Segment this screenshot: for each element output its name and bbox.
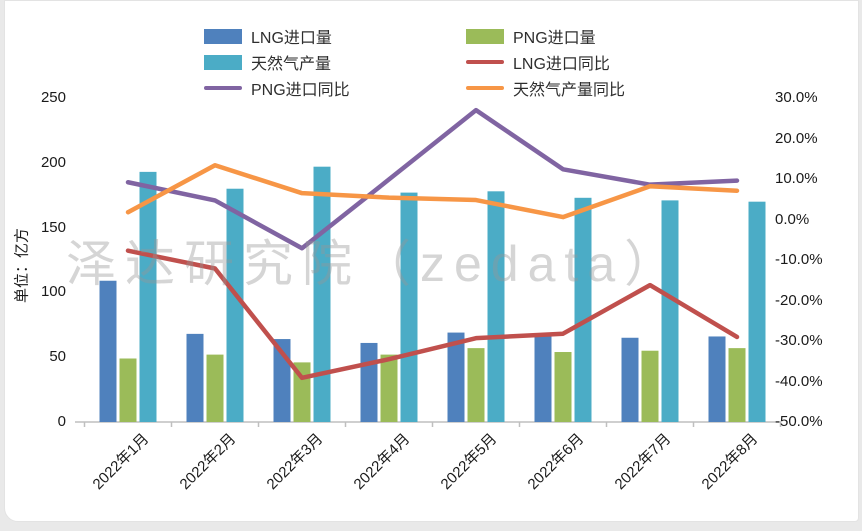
right-axis-tick: -30.0% xyxy=(775,332,823,349)
y-axis-tick: 50 xyxy=(49,348,66,366)
right-axis-tick: 10.0% xyxy=(775,170,818,187)
y-axis-tick: 0 xyxy=(57,413,66,430)
bar xyxy=(641,350,659,422)
legend-label: PNG进口量 xyxy=(513,30,596,47)
legend-line-swatch-icon xyxy=(466,86,504,90)
bar xyxy=(226,188,244,422)
bar xyxy=(447,332,465,422)
right-axis-tick: 30.0% xyxy=(775,89,818,106)
legend-line-swatch-icon xyxy=(466,60,504,64)
legend-item: 天然气产量同比 xyxy=(466,78,626,99)
legend-bar-swatch-icon xyxy=(204,28,242,44)
legend-item: PNG进口量 xyxy=(466,26,625,47)
legend-item: 天然气产量 xyxy=(204,52,466,73)
legend-item: LNG进口同比 xyxy=(466,52,625,73)
bar xyxy=(186,333,204,422)
legend-label: 天然气产量 xyxy=(251,56,332,73)
right-axis-tick: -50.0% xyxy=(775,413,823,430)
bar xyxy=(728,348,746,422)
bar xyxy=(206,354,224,422)
legend-label: PNG进口同比 xyxy=(251,82,350,99)
bar xyxy=(708,336,726,422)
right-axis-tick: -10.0% xyxy=(775,251,823,268)
bar xyxy=(554,352,572,422)
y-axis-tick: 100 xyxy=(40,283,66,301)
legend-label: LNG进口同比 xyxy=(513,56,610,73)
right-axis-tick: -20.0% xyxy=(775,291,823,309)
y-axis-tick: 200 xyxy=(40,153,66,171)
y-axis-tick: 150 xyxy=(40,218,66,236)
bar xyxy=(119,358,137,422)
bar xyxy=(139,171,157,422)
bar xyxy=(360,342,378,422)
line-series xyxy=(125,248,740,381)
right-axis-tick: -40.0% xyxy=(775,372,823,390)
bar xyxy=(574,197,592,422)
bar xyxy=(748,201,766,422)
right-axis-tick: 20.0% xyxy=(775,129,818,147)
y-axis-tick: 250 xyxy=(40,89,66,106)
bar xyxy=(380,354,398,422)
bar xyxy=(99,280,117,422)
bar xyxy=(487,191,505,422)
bar xyxy=(534,336,552,422)
line-series xyxy=(125,162,740,220)
legend-bar-swatch-icon xyxy=(204,54,242,70)
bar xyxy=(661,200,679,422)
bar xyxy=(400,192,418,422)
legend-item: LNG进口量 xyxy=(204,26,466,47)
legend-item: PNG进口同比 xyxy=(204,78,466,99)
bar xyxy=(467,348,485,422)
legend: LNG进口量 PNG进口量天然气产量 LNG进口同比 PNG进口同比 天然气产量同比 xyxy=(204,26,626,99)
legend-bar-swatch-icon xyxy=(466,28,504,44)
legend-line-swatch-icon xyxy=(204,86,242,90)
legend-label: LNG进口量 xyxy=(251,30,332,47)
right-axis-tick: 0.0% xyxy=(775,210,810,228)
bar xyxy=(313,166,331,422)
line-series xyxy=(125,107,740,251)
legend-label: 天然气产量同比 xyxy=(513,82,626,99)
bar xyxy=(621,337,639,422)
